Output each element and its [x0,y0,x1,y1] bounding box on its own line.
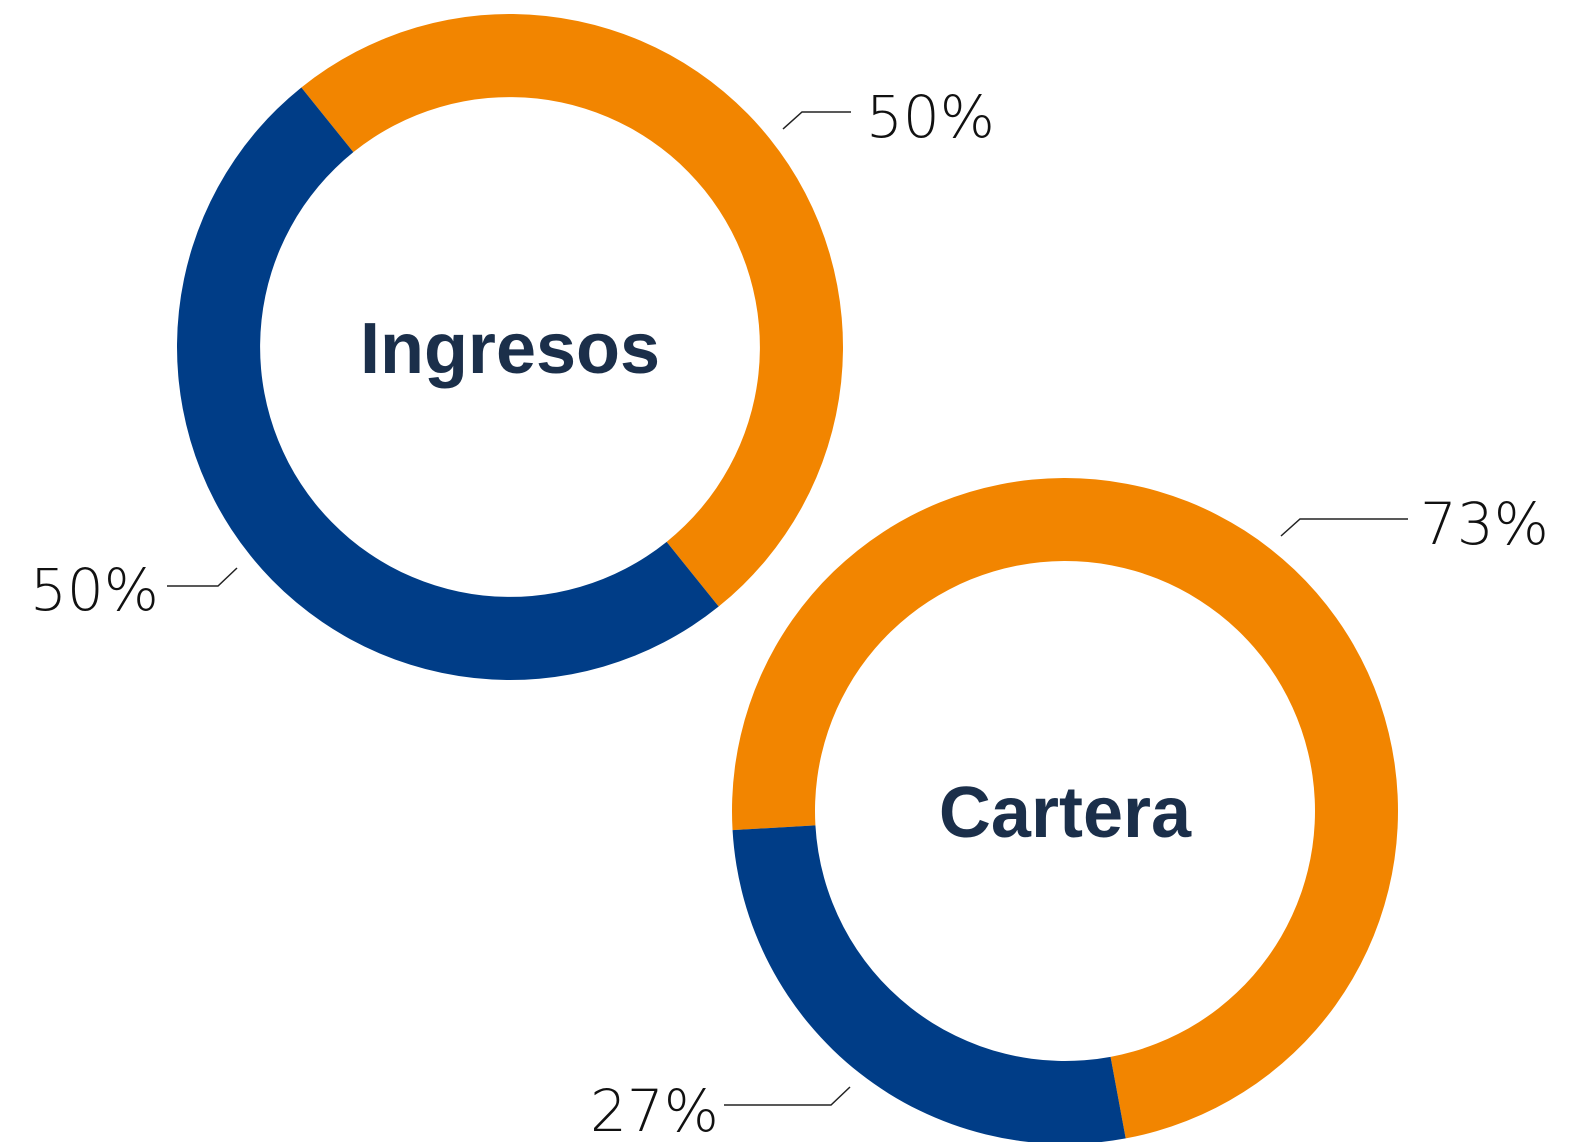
donut-segment [177,87,719,680]
leader-line [167,567,238,587]
leader-line [782,111,851,130]
value-label: 73% [1420,490,1549,558]
center-label: Ingresos [360,309,660,389]
leader-line [1280,518,1408,537]
donut-segment [301,13,843,607]
center-label: Cartera [939,773,1192,853]
value-label: 27% [590,1077,719,1142]
leader-line [724,1086,851,1106]
value-label: 50% [30,556,159,624]
value-label: 50% [866,83,995,151]
donut-segment [732,825,1126,1142]
